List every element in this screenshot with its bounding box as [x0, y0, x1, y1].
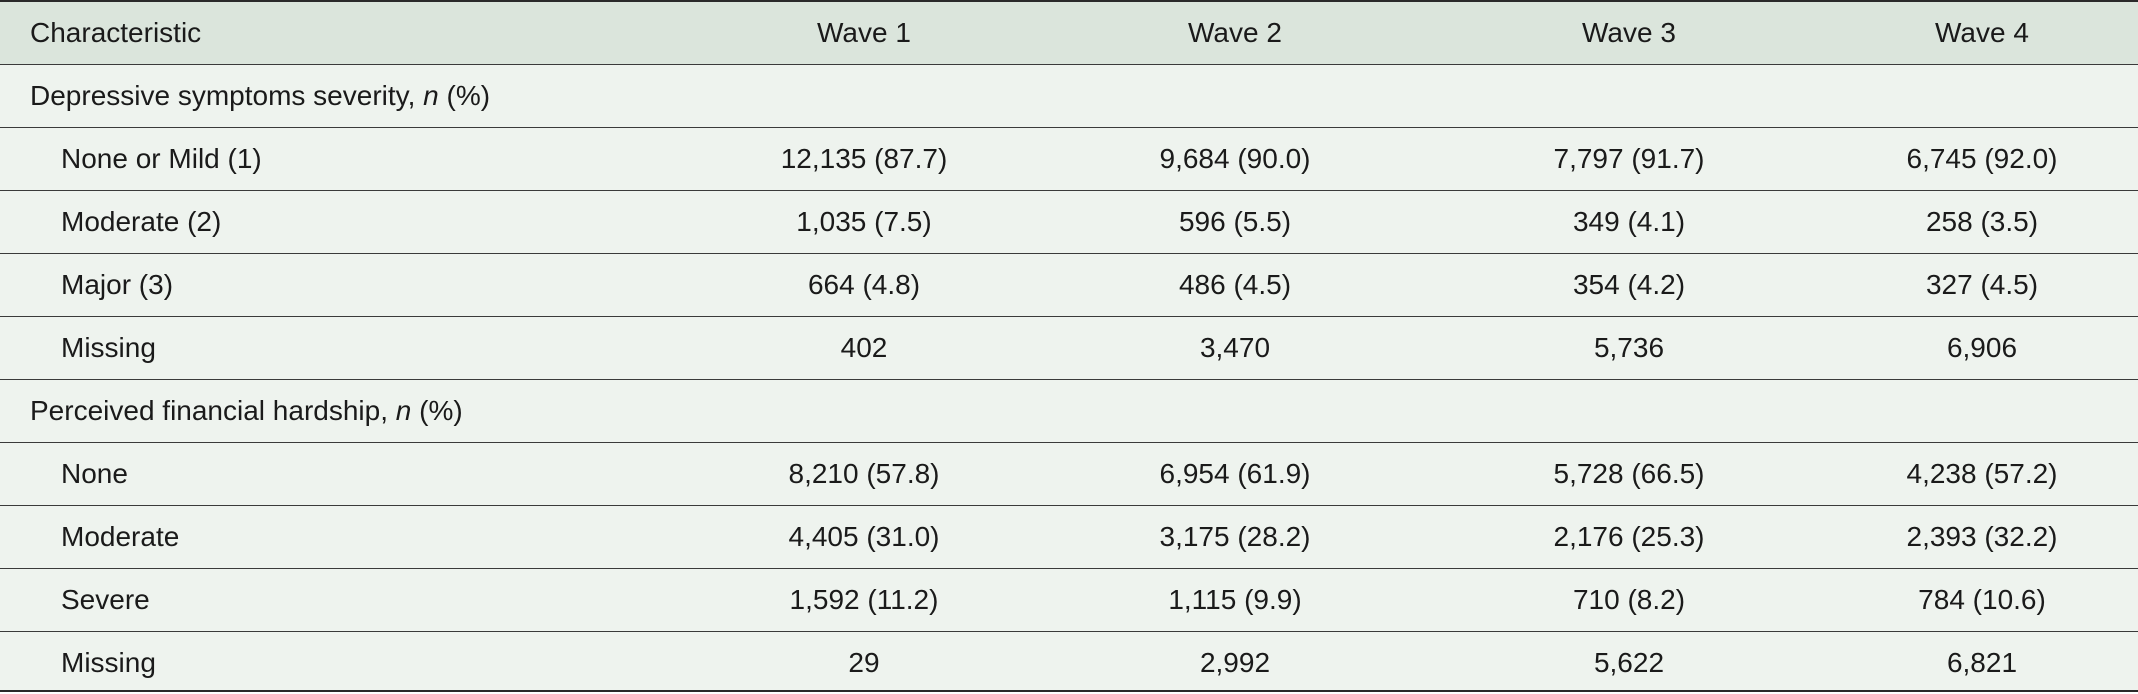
row-label: None or Mild (1): [0, 128, 690, 191]
cell-wave-4: 258 (3.5): [1826, 191, 2138, 254]
table-row: None or Mild (1) 12,135 (87.7) 9,684 (90…: [0, 128, 2138, 191]
cell-wave-2: 3,470: [1038, 317, 1432, 380]
table-row: Missing 402 3,470 5,736 6,906: [0, 317, 2138, 380]
cell-wave-2: 6,954 (61.9): [1038, 443, 1432, 506]
section-label-n: n: [423, 80, 439, 111]
cell-wave-2: 9,684 (90.0): [1038, 128, 1432, 191]
cell-wave-1: 1,592 (11.2): [690, 569, 1038, 632]
cell-wave-3: 5,622: [1432, 632, 1826, 694]
section-row-depressive-symptoms: Depressive symptoms severity, n (%): [0, 65, 2138, 128]
cell-wave-2: 1,115 (9.9): [1038, 569, 1432, 632]
cell-wave-1: 664 (4.8): [690, 254, 1038, 317]
header-wave-2: Wave 2: [1038, 2, 1432, 65]
cell-wave-4: 784 (10.6): [1826, 569, 2138, 632]
header-wave-1: Wave 1: [690, 2, 1038, 65]
row-label: Missing: [0, 632, 690, 694]
section-label-financial-hardship: Perceived financial hardship, n (%): [0, 380, 2138, 443]
table-row: Moderate 4,405 (31.0) 3,175 (28.2) 2,176…: [0, 506, 2138, 569]
section-label-depressive-symptoms: Depressive symptoms severity, n (%): [0, 65, 2138, 128]
cell-wave-4: 6,745 (92.0): [1826, 128, 2138, 191]
cell-wave-4: 2,393 (32.2): [1826, 506, 2138, 569]
cell-wave-3: 5,736: [1432, 317, 1826, 380]
cell-wave-4: 327 (4.5): [1826, 254, 2138, 317]
row-label: Severe: [0, 569, 690, 632]
cell-wave-2: 2,992: [1038, 632, 1432, 694]
cell-wave-3: 2,176 (25.3): [1432, 506, 1826, 569]
table-row: Missing 29 2,992 5,622 6,821: [0, 632, 2138, 694]
section-label-text: Perceived financial hardship,: [30, 395, 396, 426]
cell-wave-1: 29: [690, 632, 1038, 694]
section-label-text: Depressive symptoms severity,: [30, 80, 423, 111]
row-label: Major (3): [0, 254, 690, 317]
row-label: Moderate: [0, 506, 690, 569]
cell-wave-1: 8,210 (57.8): [690, 443, 1038, 506]
section-label-n: n: [396, 395, 412, 426]
section-label-suffix: (%): [439, 80, 490, 111]
table-row: Moderate (2) 1,035 (7.5) 596 (5.5) 349 (…: [0, 191, 2138, 254]
cell-wave-3: 710 (8.2): [1432, 569, 1826, 632]
row-label: None: [0, 443, 690, 506]
cell-wave-4: 6,821: [1826, 632, 2138, 694]
cell-wave-4: 6,906: [1826, 317, 2138, 380]
cell-wave-1: 4,405 (31.0): [690, 506, 1038, 569]
header-wave-3: Wave 3: [1432, 2, 1826, 65]
cell-wave-3: 7,797 (91.7): [1432, 128, 1826, 191]
row-label: Missing: [0, 317, 690, 380]
table-row: Severe 1,592 (11.2) 1,115 (9.9) 710 (8.2…: [0, 569, 2138, 632]
row-label: Moderate (2): [0, 191, 690, 254]
table-header-row: Characteristic Wave 1 Wave 2 Wave 3 Wave…: [0, 2, 2138, 65]
cell-wave-3: 354 (4.2): [1432, 254, 1826, 317]
section-label-suffix: (%): [411, 395, 462, 426]
cell-wave-3: 5,728 (66.5): [1432, 443, 1826, 506]
cell-wave-2: 3,175 (28.2): [1038, 506, 1432, 569]
cell-wave-3: 349 (4.1): [1432, 191, 1826, 254]
table-row: Major (3) 664 (4.8) 486 (4.5) 354 (4.2) …: [0, 254, 2138, 317]
cell-wave-1: 1,035 (7.5): [690, 191, 1038, 254]
table-row: None 8,210 (57.8) 6,954 (61.9) 5,728 (66…: [0, 443, 2138, 506]
cell-wave-1: 402: [690, 317, 1038, 380]
header-wave-4: Wave 4: [1826, 2, 2138, 65]
cell-wave-2: 486 (4.5): [1038, 254, 1432, 317]
cell-wave-1: 12,135 (87.7): [690, 128, 1038, 191]
cell-wave-4: 4,238 (57.2): [1826, 443, 2138, 506]
section-row-financial-hardship: Perceived financial hardship, n (%): [0, 380, 2138, 443]
header-characteristic: Characteristic: [0, 2, 690, 65]
cell-wave-2: 596 (5.5): [1038, 191, 1432, 254]
